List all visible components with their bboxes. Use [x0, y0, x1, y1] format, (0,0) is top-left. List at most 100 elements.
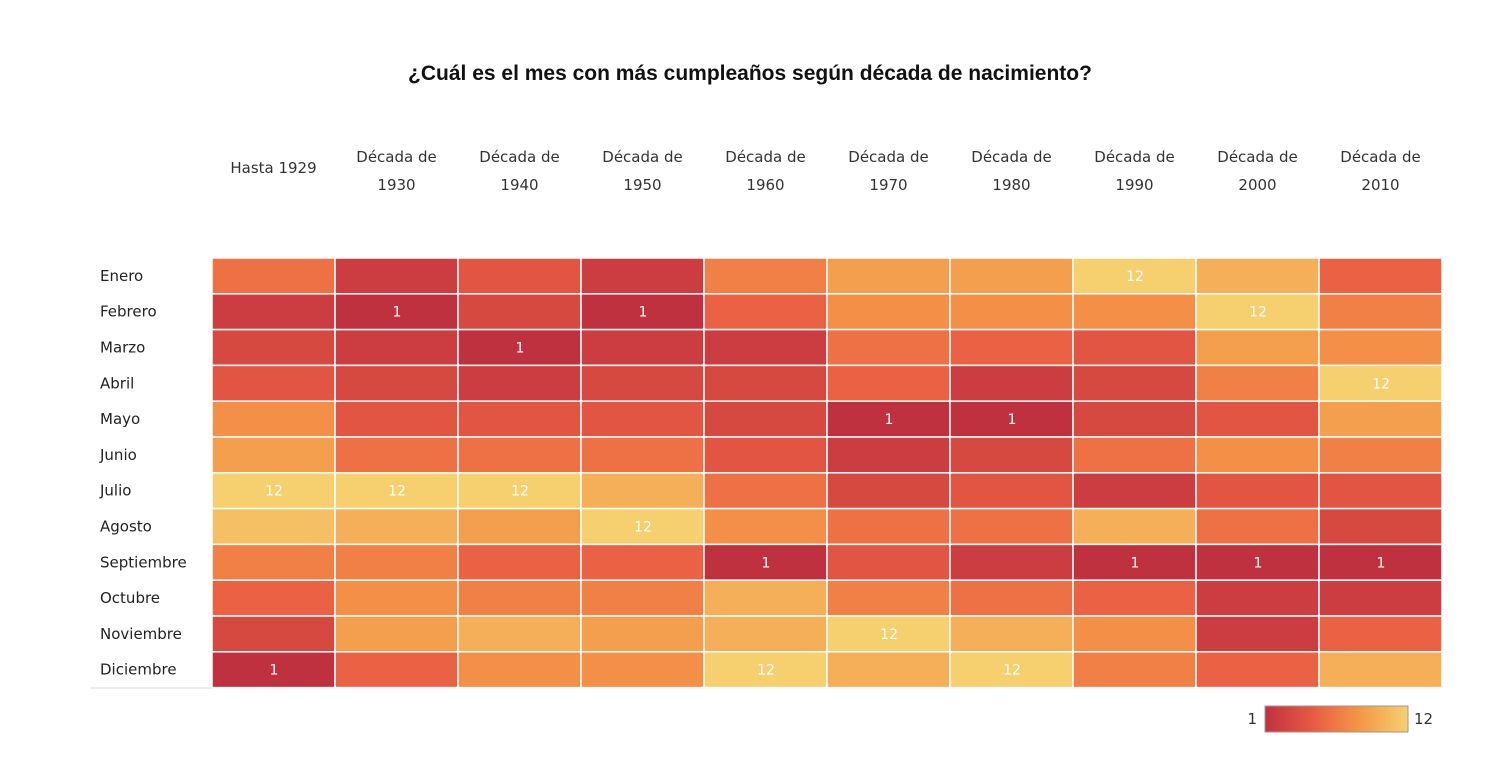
row-label: Junio [99, 446, 137, 464]
cell-value-label: 12 [880, 627, 898, 643]
heatmap-cell [1318, 328, 1443, 367]
heatmap-cell [1318, 293, 1443, 331]
heatmap-cell [1072, 293, 1197, 331]
heatmap-cell [1072, 579, 1197, 617]
cell-value-label: 12 [634, 520, 652, 536]
heatmap-cell [1072, 328, 1197, 367]
legend-gradient-bar [1264, 705, 1409, 733]
heatmap-cell [211, 579, 336, 617]
heatmap-cell [580, 543, 705, 581]
cell-value-label: 1 [516, 341, 525, 357]
heatmap-cell [703, 257, 828, 295]
cell-value-label: 12 [511, 484, 529, 500]
column-label: Década de 1960 [725, 148, 805, 194]
heatmap-cell [1195, 472, 1320, 510]
column-label: Década de 1970 [848, 148, 928, 194]
row-label: Septiembre [100, 553, 187, 571]
heatmap-cell [580, 507, 705, 546]
heatmap-cell [1195, 436, 1320, 474]
row-label: Octubre [100, 589, 160, 607]
heatmap-cell [703, 507, 828, 546]
row-labels: Enero Febrero Marzo Abril Mayo Junio Julio Agos… [99, 267, 187, 679]
heatmap-cell [826, 651, 951, 689]
cell-value-label: 1 [762, 555, 771, 571]
heatmap-cell [457, 364, 582, 402]
legend-max-label: 12 [1414, 710, 1433, 728]
heatmap-cell [949, 615, 1074, 653]
heatmap-cell [1195, 293, 1320, 331]
heatmap-cell [826, 579, 951, 617]
heatmap-cell [211, 293, 336, 331]
heatmap-cell [580, 400, 705, 438]
heatmap-cell [1072, 472, 1197, 510]
heatmap-cell [1195, 579, 1320, 617]
row-label: Enero [100, 267, 143, 285]
heatmap-cell [1318, 507, 1443, 546]
heatmap-cell [211, 257, 336, 295]
column-label: Década de 1940 [479, 148, 559, 194]
heatmap-cell [211, 543, 336, 581]
heatmap-cell [1072, 651, 1197, 689]
heatmap-cell [334, 436, 459, 474]
cell-value-label: 12 [265, 484, 283, 500]
row-label: Diciembre [100, 661, 177, 679]
heatmap-cell [334, 328, 459, 367]
heatmap-cells: 12 1 1 12 1 12 1 1 12 12 12 12 1 1 1 1 12 1 12 12 [211, 257, 1443, 689]
heatmap-cell [1318, 579, 1443, 617]
heatmap-cell [580, 615, 705, 653]
heatmap-cell [703, 328, 828, 367]
column-label: Década de 2000 [1217, 148, 1297, 194]
column-label: Hasta 1929 [230, 159, 316, 177]
cell-value-label: 1 [1131, 555, 1140, 571]
heatmap-cell [703, 400, 828, 438]
heatmap-cell [1195, 364, 1320, 402]
heatmap-cell [1072, 364, 1197, 402]
heatmap-cell [1318, 543, 1443, 581]
heatmap-cell [457, 400, 582, 438]
column-labels: Hasta 1929 Década de 1930 Década de 1940 Déca… [230, 148, 1420, 194]
heatmap-cell [580, 364, 705, 402]
heatmap-cell [949, 579, 1074, 617]
cell-value-label: 1 [393, 305, 402, 321]
heatmap-cell [1072, 400, 1197, 438]
row-label: Marzo [100, 339, 145, 357]
cell-value-label: 12 [757, 663, 775, 679]
heatmap-cell [580, 257, 705, 295]
heatmap-cell [1318, 472, 1443, 510]
heatmap-cell [334, 651, 459, 689]
heatmap-cell [1318, 364, 1443, 402]
heatmap-cell [1318, 436, 1443, 474]
heatmap-cell [580, 328, 705, 367]
heatmap-cell [1072, 436, 1197, 474]
heatmap-cell [457, 651, 582, 689]
heatmap-cell [826, 257, 951, 295]
heatmap-cell [457, 579, 582, 617]
heatmap-cell [1195, 507, 1320, 546]
heatmap-cell [703, 293, 828, 331]
heatmap-cell [1072, 507, 1197, 546]
cell-value-label: 1 [639, 305, 648, 321]
cell-value-label: 1 [1377, 555, 1386, 571]
heatmap-cell [211, 507, 336, 546]
column-label: Década de 2010 [1340, 148, 1420, 194]
legend-min-label: 1 [1247, 710, 1257, 728]
heatmap-cell [457, 543, 582, 581]
heatmap-cell [1318, 651, 1443, 689]
heatmap-cell [211, 615, 336, 653]
heatmap-cell [1195, 651, 1320, 689]
heatmap-cell [949, 328, 1074, 367]
heatmap-cell [334, 543, 459, 581]
color-legend: 1 12 [1247, 705, 1433, 733]
chart-title: ¿Cuál es el mes con más cumpleaños según… [408, 62, 1092, 85]
heatmap-cell [1318, 400, 1443, 438]
heatmap-cell [826, 543, 951, 581]
heatmap-cell [211, 400, 336, 438]
heatmap-cell [949, 436, 1074, 474]
heatmap-cell [1318, 615, 1443, 653]
heatmap-cell [580, 293, 705, 331]
column-label: Década de 1950 [602, 148, 682, 194]
heatmap-cell [334, 507, 459, 546]
heatmap-cell [703, 579, 828, 617]
cell-value-label: 1 [885, 412, 894, 428]
heatmap-cell [457, 507, 582, 546]
